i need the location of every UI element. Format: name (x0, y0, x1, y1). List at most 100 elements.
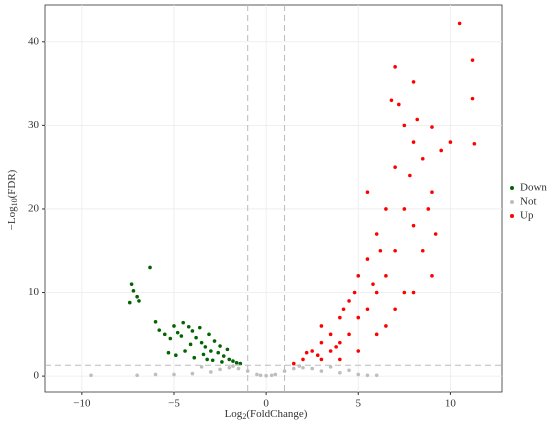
point (199, 340, 204, 345)
point (197, 325, 202, 330)
point (365, 190, 370, 195)
point (374, 290, 379, 295)
point (183, 349, 187, 353)
point (205, 357, 209, 362)
legend-swatch (510, 200, 514, 204)
point (338, 315, 342, 320)
point (225, 347, 230, 352)
point (433, 232, 438, 236)
point (291, 366, 296, 371)
point (430, 274, 434, 278)
point (319, 369, 324, 373)
point (420, 156, 425, 161)
y-tick-label: 30 (28, 119, 40, 131)
point (334, 345, 338, 349)
point (365, 373, 370, 378)
point (430, 190, 434, 195)
point (179, 334, 184, 338)
point (190, 371, 195, 376)
point (153, 319, 158, 324)
point (301, 357, 305, 362)
point (127, 300, 132, 305)
point (347, 368, 351, 373)
point (356, 315, 361, 320)
point (221, 354, 226, 358)
point (374, 232, 379, 236)
point (415, 117, 420, 122)
point (393, 165, 397, 169)
point (397, 102, 401, 107)
point (238, 361, 243, 366)
point (347, 332, 351, 337)
point (231, 359, 235, 363)
x-tick-label: −5 (168, 398, 180, 410)
point (162, 332, 167, 337)
point (310, 349, 314, 353)
point (347, 299, 351, 303)
point (378, 248, 383, 253)
point (194, 335, 198, 340)
point (153, 372, 158, 377)
point (157, 328, 162, 332)
point (273, 372, 278, 377)
point (218, 344, 222, 348)
point (319, 324, 324, 328)
point (172, 324, 176, 328)
point (291, 361, 296, 366)
point (135, 373, 139, 378)
point (174, 353, 178, 358)
point (411, 80, 416, 84)
point (328, 349, 333, 353)
point (218, 367, 222, 372)
point (199, 365, 204, 369)
point (319, 340, 324, 345)
point (374, 373, 379, 378)
legend-label: Down (520, 182, 547, 194)
point (209, 349, 213, 353)
point (384, 324, 388, 328)
y-axis-label: −Log10(FDR) (6, 169, 19, 230)
x-tick-label: −10 (73, 398, 91, 410)
point (393, 65, 397, 69)
point (172, 372, 176, 377)
point (402, 207, 407, 211)
x-tick-label: 5 (356, 398, 362, 410)
point (301, 365, 305, 370)
point (472, 141, 477, 146)
point (310, 366, 314, 371)
point (216, 350, 221, 355)
x-tick-label: 10 (445, 398, 457, 410)
point (356, 349, 361, 353)
point (365, 257, 370, 261)
point (430, 125, 434, 129)
y-tick-label: 40 (28, 35, 40, 47)
x-axis-label: Log2(FoldChange) (225, 408, 308, 421)
point (89, 373, 93, 378)
x-tick-label: 0 (263, 398, 269, 410)
point (255, 372, 259, 377)
point (420, 248, 425, 253)
point (356, 274, 361, 278)
point (236, 366, 241, 371)
point (231, 364, 235, 368)
point (227, 365, 232, 370)
point (356, 372, 361, 377)
point (371, 282, 375, 286)
point (181, 320, 186, 325)
point (131, 289, 136, 293)
point (315, 353, 320, 358)
point (188, 342, 193, 347)
point (148, 265, 152, 270)
point (227, 357, 232, 362)
y-tick-label: 20 (28, 202, 40, 214)
point (212, 339, 217, 343)
point (448, 140, 453, 144)
point (408, 173, 412, 178)
y-tick-label: 10 (28, 286, 40, 298)
point (439, 148, 443, 153)
point (319, 357, 324, 362)
point (328, 365, 333, 369)
point (192, 355, 197, 360)
point (338, 370, 342, 375)
point (166, 350, 171, 355)
